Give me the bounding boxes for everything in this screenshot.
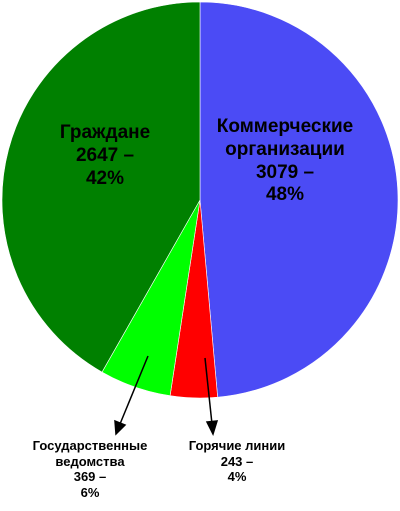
percent-label: 6% — [80, 484, 100, 500]
pie-slice — [199, 1, 399, 398]
category-label: Горячие линии — [188, 438, 286, 453]
value-label: 369 – — [73, 469, 107, 485]
slice-label: Граждане 2647 –42% — [40, 122, 170, 190]
slice-label: Коммерческие организации 3079 –48% — [200, 116, 370, 207]
category-label: Коммерческие организации — [216, 116, 354, 160]
value-label: 2647 – — [75, 144, 135, 166]
category-label: Государственные ведомства — [32, 438, 148, 469]
percent-label: 42% — [85, 167, 125, 189]
percent-label: 4% — [227, 469, 247, 485]
value-label: 243 – — [220, 453, 254, 469]
pie-slice — [1, 1, 201, 373]
slice-label: Государственные ведомства 369 –6% — [10, 438, 170, 500]
value-label: 3079 – — [255, 161, 315, 183]
slice-label: Горячие линии 243 –4% — [172, 438, 302, 485]
arrows — [114, 355, 219, 437]
category-label: Граждане — [59, 122, 151, 143]
percent-label: 48% — [265, 184, 305, 206]
